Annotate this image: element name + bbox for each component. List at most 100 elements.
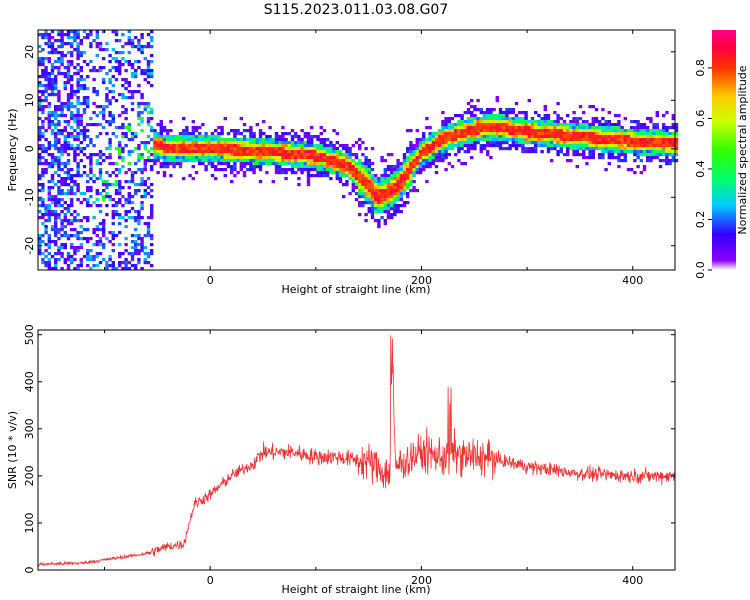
spectrogram-cell [63, 216, 67, 220]
spectrogram-cell [655, 123, 659, 127]
spectrogram-cell [450, 135, 455, 139]
spectrogram-cell [239, 168, 243, 172]
spectrogram-cell [66, 147, 71, 151]
spectrogram-cell [633, 147, 637, 151]
spectrogram-cell [89, 249, 93, 253]
spectrogram-cell [390, 216, 394, 220]
spectrogram-cell [150, 36, 154, 40]
spectrogram-cell [150, 138, 154, 142]
spectrogram-cell [297, 153, 301, 157]
spectrogram-cell [441, 153, 445, 157]
spectrogram-cell [335, 150, 339, 154]
spectrogram-cell [185, 147, 189, 151]
spectrogram-cell [402, 201, 407, 205]
spectrogram-cell [438, 153, 442, 157]
spectrogram-cell [150, 69, 154, 73]
spectrogram-cell [255, 141, 259, 145]
spectrogram-cell [124, 78, 128, 82]
spectrogram-cell [316, 171, 320, 175]
spectrogram-cell [620, 153, 624, 157]
spectrogram-cell [121, 135, 125, 139]
spectrogram-cell [127, 192, 131, 196]
spectrogram-cell [38, 126, 42, 130]
spectrogram-cell [124, 180, 128, 184]
spectrogram-cell [82, 30, 87, 34]
spectrogram-cell [463, 111, 467, 115]
spectrogram-cell [47, 189, 51, 193]
spectrogram-cell [649, 153, 653, 157]
spectrogram-cell [249, 165, 253, 169]
spectrogram-cell [364, 189, 368, 193]
spectrogram-cell [140, 36, 144, 40]
spectrogram-cell [415, 144, 419, 148]
spectrogram-cell [268, 153, 272, 157]
spectrogram-cell [50, 240, 55, 244]
spectrogram-cell [284, 168, 288, 172]
spectrogram-cell [348, 174, 352, 178]
spectrogram-cell [425, 138, 429, 142]
spectrogram-cell [274, 162, 279, 166]
spectrogram-cell [607, 120, 611, 124]
spectrogram-cell [322, 138, 327, 142]
spectrogram-cell [575, 153, 579, 157]
spectrogram-cell [198, 150, 202, 154]
spectrogram-cell [297, 144, 301, 148]
spectrogram-cell [575, 150, 579, 154]
spectrogram-cell [492, 114, 496, 118]
spectrogram-cell [278, 165, 282, 169]
spectrogram-cell [588, 105, 592, 109]
spectrogram-cell [617, 159, 621, 163]
spectrogram-cell [188, 147, 192, 151]
spectrogram-cell [470, 147, 474, 151]
spectrogram-cell [390, 192, 394, 196]
spectrogram-cell [105, 171, 109, 175]
spectrogram-cell [470, 111, 474, 115]
spectrogram-cell [482, 144, 487, 148]
spectrogram-cell [454, 126, 458, 130]
spectrogram-cell [479, 111, 483, 115]
spectrogram-cell [258, 129, 263, 133]
spectrogram-cell [150, 108, 154, 112]
spectrogram-cell [460, 123, 464, 127]
spectrogram-cell [617, 153, 621, 157]
spectrogram-cell [150, 264, 154, 268]
spectrogram-cell [518, 111, 522, 115]
spectrogram-cell [505, 111, 509, 115]
spectrogram-cell [537, 114, 541, 118]
spectrogram-cell [550, 126, 554, 130]
spectrogram-cell [610, 126, 615, 130]
spectrogram-cell [57, 57, 61, 61]
spectrogram-cell [582, 111, 586, 115]
spectrogram-cell [73, 36, 77, 40]
spectrogram-cell [111, 237, 115, 241]
spectrogram-cell [287, 153, 291, 157]
spectrogram-cell [332, 129, 336, 133]
spectrogram-cell [198, 138, 202, 142]
spectrogram-cell [402, 162, 407, 166]
spectrogram-cell [630, 141, 634, 145]
spectrogram-cell [130, 216, 135, 220]
spectrogram-cell [457, 135, 461, 139]
spectrogram-cell [140, 237, 144, 241]
spectrogram-cell [284, 144, 288, 148]
spectrogram-cell [383, 159, 387, 163]
spectrogram-cell [54, 210, 58, 214]
spectrogram-cell [140, 168, 144, 172]
spectrogram-cell [521, 111, 525, 115]
spectrogram-cell [450, 147, 455, 151]
spectrogram-cell [121, 204, 125, 208]
spectrogram-cell [361, 186, 365, 190]
spectrogram-cell [598, 156, 602, 160]
spectrogram-cell [54, 267, 58, 271]
spectrogram-cell [140, 201, 144, 205]
spectrogram-cell [297, 147, 301, 151]
spectrogram-cell [95, 114, 99, 118]
spectrogram-cell [310, 147, 314, 151]
spectrogram-cell [310, 126, 314, 130]
spectrogram-cell [134, 240, 138, 244]
spectrogram-cell [114, 201, 119, 205]
spectrogram-cell [386, 198, 391, 202]
spectrogram-cell [396, 192, 400, 196]
spectrogram-cell [134, 267, 138, 271]
spectrogram-cell [140, 72, 144, 76]
